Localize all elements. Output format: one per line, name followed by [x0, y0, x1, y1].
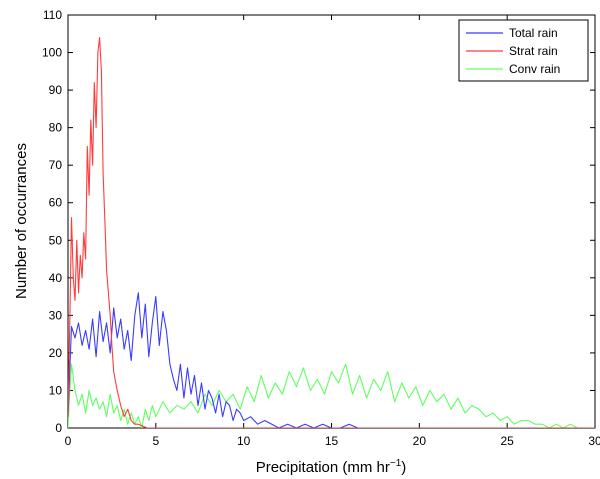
x-axis-label-main: Precipitation (mm hr — [256, 459, 390, 476]
series-lines — [68, 36, 595, 428]
y-tick-label: 10 — [49, 383, 63, 397]
y-tick-label: 100 — [42, 46, 62, 60]
series-line-strat-rain — [68, 36, 595, 428]
y-axis-ticks: 0 10 20 30 40 50 60 70 80 90 100 110 — [42, 8, 595, 435]
x-tick-label: 25 — [500, 434, 514, 448]
x-axis-label-superscript: −1 — [390, 458, 402, 469]
legend-label-strat-rain: Strat rain — [509, 44, 558, 58]
y-tick-label: 20 — [49, 346, 63, 360]
y-tick-label: 40 — [49, 271, 63, 285]
y-tick-label: 60 — [49, 196, 63, 210]
x-tick-label: 0 — [65, 434, 72, 448]
x-axis-label-close: ) — [401, 459, 406, 476]
x-axis-ticks: 0 5 10 15 20 25 30 — [65, 15, 600, 448]
legend-label-total-rain: Total rain — [509, 26, 558, 40]
x-tick-label: 30 — [588, 434, 600, 448]
x-tick-label: 15 — [325, 434, 339, 448]
y-tick-label: 110 — [43, 8, 62, 22]
y-tick-label: 90 — [49, 83, 63, 97]
series-line-total-rain — [68, 292, 595, 428]
y-tick-label: 50 — [49, 233, 63, 247]
y-tick-label: 80 — [49, 121, 63, 135]
x-axis-label: Precipitation (mm hr−1) — [256, 458, 407, 476]
legend-label-conv-rain: Conv rain — [509, 62, 560, 76]
series-line-conv-rain — [68, 363, 595, 428]
y-tick-label: 0 — [55, 421, 62, 435]
legend: Total rain Strat rain Conv rain — [458, 19, 589, 82]
x-tick-label: 5 — [152, 434, 159, 448]
y-tick-label: 30 — [49, 308, 63, 322]
y-axis-label: Number of occurrances — [13, 143, 30, 299]
x-tick-label: 20 — [413, 434, 427, 448]
x-tick-label: 10 — [237, 434, 251, 448]
y-tick-label: 70 — [49, 158, 63, 172]
